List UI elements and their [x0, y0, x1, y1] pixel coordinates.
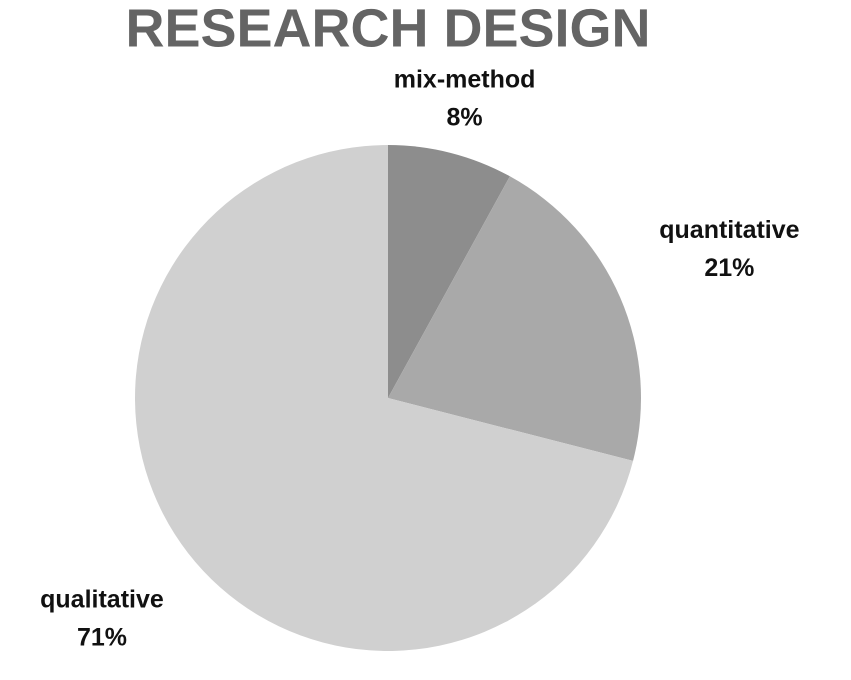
- pie-slice: [388, 176, 641, 461]
- slice-label: mix-method: [394, 65, 536, 93]
- slice-label: qualitative: [40, 585, 164, 613]
- slice-value-label: 8%: [447, 103, 483, 131]
- slice-label: quantitative: [659, 216, 799, 244]
- slice-value-label: 71%: [77, 623, 127, 651]
- pie-slice: [135, 145, 634, 651]
- chart-title: RESEARCH DESIGN: [125, 0, 650, 58]
- slice-value-label: 21%: [704, 254, 754, 282]
- pie-slice: [388, 145, 510, 398]
